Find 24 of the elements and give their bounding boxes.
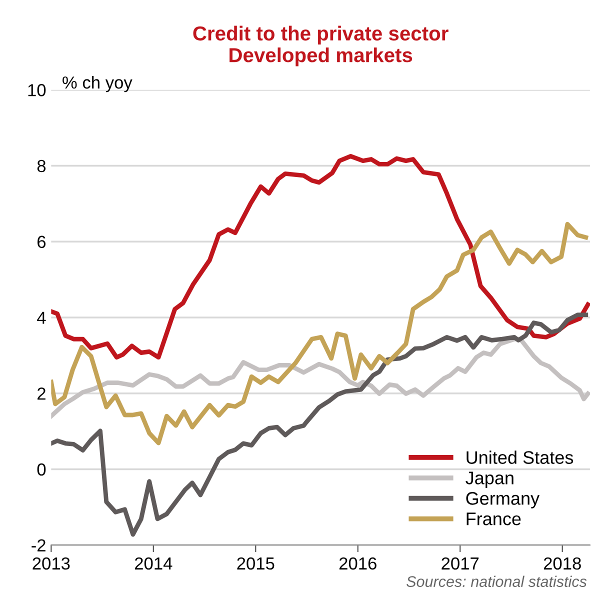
y-tick-label: 0 xyxy=(37,463,46,476)
chart-title: Credit to the private sector Developed markets xyxy=(193,26,448,66)
y-tick-label: -2 xyxy=(32,539,46,552)
x-tick-label: 2018 xyxy=(544,557,581,570)
y-tick-label: 6 xyxy=(38,236,46,248)
y-tick-label: 2 xyxy=(38,388,46,400)
x-tick-label: 2016 xyxy=(339,557,376,570)
x-tick-label: 2013 xyxy=(32,557,70,570)
legend-label: Germany xyxy=(466,492,540,508)
y-axis-title: % ch yoy xyxy=(62,76,132,92)
legend-label: United States xyxy=(466,450,574,464)
x-tick-label: 2017 xyxy=(442,557,479,570)
legend-label: France xyxy=(466,512,521,526)
line-series xyxy=(51,336,590,418)
source-note: Sources: national statistics xyxy=(406,576,587,587)
x-tick-label: 2015 xyxy=(237,557,274,570)
y-tick-label: 10 xyxy=(28,84,46,96)
y-tick-label: 4 xyxy=(37,312,46,324)
line-series xyxy=(51,312,588,537)
line-series xyxy=(51,154,590,360)
y-tick-label: 8 xyxy=(37,160,46,172)
line-series xyxy=(51,222,588,446)
legend-label: Japan xyxy=(466,472,514,488)
x-tick-label: 2014 xyxy=(134,557,172,570)
